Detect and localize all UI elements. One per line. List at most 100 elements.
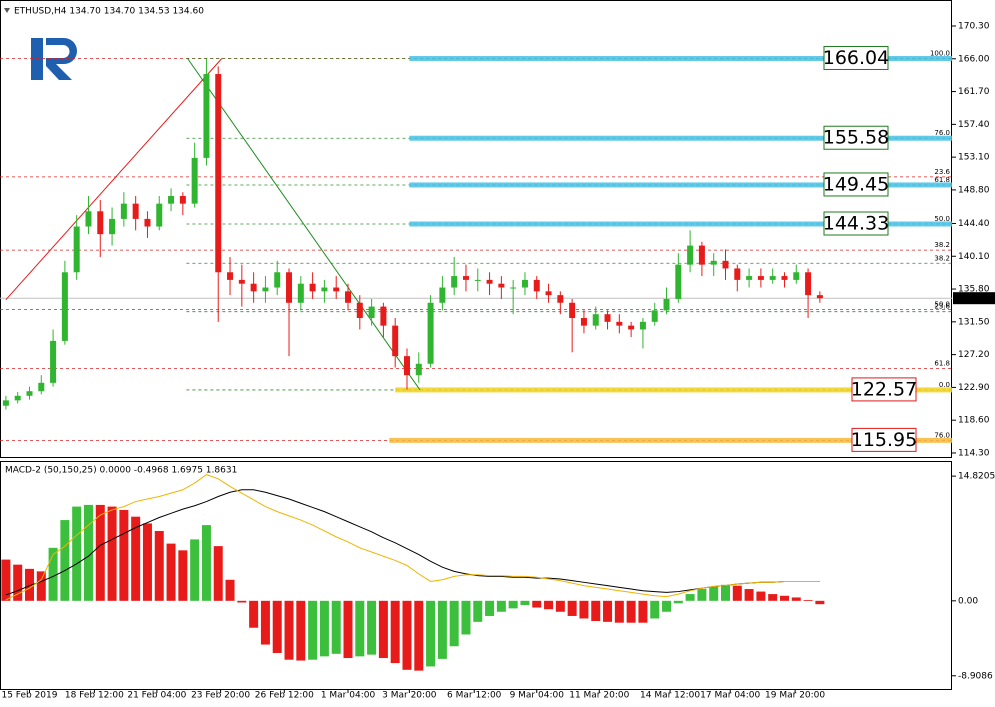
candle-body	[61, 272, 68, 341]
macd-bar	[343, 600, 353, 659]
candle-body	[698, 245, 705, 265]
candle-body	[144, 218, 151, 227]
macd-bar	[60, 520, 70, 601]
x-tick-label: 19 Mar 20:00	[765, 691, 825, 701]
x-tick-label: 17 Mar 04:00	[700, 691, 760, 701]
candle-body	[746, 276, 753, 280]
macd-bar	[36, 571, 46, 601]
macd-bar	[532, 600, 542, 608]
macd-bar	[732, 585, 742, 601]
candle-body	[321, 287, 328, 292]
y-tick-label: -8.9086	[958, 671, 993, 681]
candle-body	[451, 276, 458, 288]
candle-body	[50, 340, 57, 383]
macd-bar	[1, 559, 11, 601]
macd-bar	[72, 506, 82, 601]
candle-body	[604, 314, 611, 322]
y-tick-label: 144.40	[958, 219, 990, 229]
fib-label: 38.2	[934, 241, 950, 249]
candle-body	[639, 321, 646, 330]
candle-body	[592, 314, 599, 326]
candle-body	[781, 276, 788, 280]
candle-body	[498, 283, 505, 288]
macd-bar	[791, 597, 801, 601]
macd-bar	[437, 600, 447, 659]
fib-label: 0.0	[939, 381, 950, 389]
candle-body	[533, 279, 540, 292]
x-tick-label: 11 Mar 20:00	[569, 691, 629, 701]
candle-body	[710, 260, 717, 265]
macd-bar	[685, 594, 695, 601]
fib-label: 50.0	[934, 301, 950, 309]
fib-label: 38.2	[934, 254, 950, 262]
candle-body	[651, 310, 658, 322]
y-tick-label: 118.60	[958, 416, 990, 426]
macd-bar	[614, 600, 624, 623]
candle-body	[486, 279, 493, 284]
y-tick-label: 122.90	[958, 383, 990, 393]
y-tick-label: 161.70	[958, 87, 990, 97]
macd-bar	[13, 564, 23, 601]
macd-bar	[131, 516, 141, 601]
price-box-label: 144.33	[823, 213, 889, 235]
candle-body	[227, 272, 234, 280]
chart-title: ETHUSD,H4 134.70 134.70 134.53 134.60	[14, 7, 204, 17]
macd-bar	[591, 600, 601, 622]
candle-body	[392, 325, 399, 357]
y-tick-label: 153.10	[958, 153, 990, 163]
candle-body	[274, 272, 281, 288]
candle-body	[168, 196, 175, 204]
macd-bar	[166, 543, 176, 601]
fib-label: 61.8	[934, 176, 950, 184]
macd-bar	[83, 504, 93, 601]
macd-title: MACD-2 (50,150,25) 0.0000 -0.4968 1.6975…	[5, 466, 237, 476]
macd-bar	[378, 600, 388, 659]
candle-body	[215, 74, 222, 273]
candle-body	[286, 272, 293, 303]
y-tick-label: 157.40	[958, 120, 990, 130]
macd-bar	[721, 584, 731, 601]
macd-bar	[48, 547, 58, 601]
candle-body	[297, 283, 304, 303]
candle-body	[510, 287, 517, 289]
candle-body	[722, 260, 729, 269]
macd-bar	[119, 509, 129, 601]
candle-body	[73, 226, 80, 273]
candle-body	[769, 276, 776, 280]
candle-body	[439, 287, 446, 303]
y-tick-label: 0.00	[958, 596, 978, 606]
macd-bar	[319, 600, 329, 657]
macd-bar	[567, 600, 577, 616]
macd-bar	[485, 600, 495, 616]
price-band	[389, 437, 952, 443]
candle-body	[757, 276, 764, 280]
candle-body	[368, 306, 375, 319]
macd-bar	[449, 600, 459, 647]
macd-bar	[284, 600, 294, 660]
candle-body	[262, 287, 269, 292]
logo-r	[46, 38, 77, 80]
candle-body	[38, 382, 45, 392]
fib-label: 61.8	[934, 359, 950, 367]
macd-bar	[296, 600, 306, 661]
macd-bar	[744, 589, 754, 601]
price-box-label: 122.57	[851, 378, 917, 400]
macd-bar	[225, 579, 235, 601]
macd-bar	[638, 600, 648, 623]
macd-bar	[390, 600, 400, 664]
price-band	[409, 221, 952, 227]
macd-bar	[355, 600, 365, 657]
macd-bar	[768, 594, 778, 601]
candle-body	[569, 302, 576, 319]
x-tick-label: 26 Feb 12:00	[255, 691, 314, 701]
y-tick-label: 166.00	[958, 54, 990, 64]
price-box	[823, 45, 889, 70]
trendline	[5, 58, 223, 301]
price-box-label: 149.45	[823, 173, 889, 195]
price-box	[823, 211, 889, 236]
candle-body	[474, 279, 481, 281]
macd-bar	[473, 600, 483, 622]
trendline	[187, 58, 421, 391]
macd-bar	[650, 600, 660, 619]
fib-label: 76.0	[934, 431, 950, 439]
